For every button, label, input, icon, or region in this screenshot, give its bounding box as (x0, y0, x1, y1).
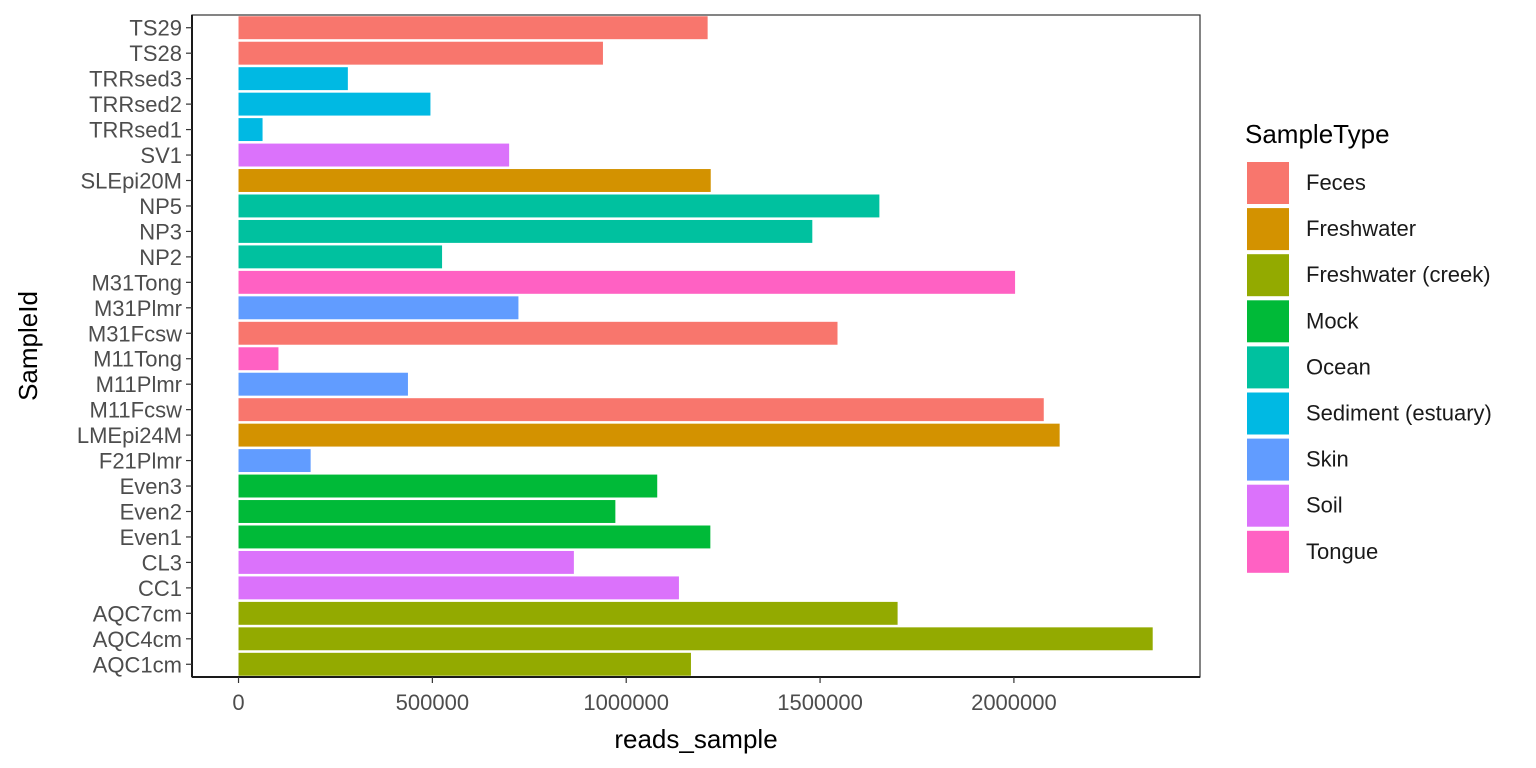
x-tick-label: 500000 (396, 690, 469, 715)
y-tick-label: M31Plmr (94, 296, 182, 321)
y-tick-label: NP5 (139, 194, 182, 219)
legend-label: Skin (1306, 447, 1349, 472)
legend-label: Sediment (estuary) (1306, 401, 1492, 426)
legend-key-soil (1247, 484, 1289, 527)
bar-M31Plmr (238, 296, 519, 320)
y-axis-title: SampleId (13, 291, 43, 401)
bar-M11Fcsw (238, 398, 1044, 422)
y-tick-label: TRRsed2 (89, 92, 182, 117)
y-tick-label: F21Plmr (99, 449, 182, 474)
legend: SampleType Feces Freshwater Freshwater (cr… (1245, 119, 1492, 573)
x-axis-title: reads_sample (614, 724, 777, 754)
bar-M11Tong (238, 347, 279, 371)
x-tick-label: 2000000 (971, 690, 1057, 715)
legend-label: Ocean (1306, 354, 1371, 379)
y-tick-label: M31Tong (91, 270, 182, 295)
bar-TS29 (238, 16, 708, 40)
x-tick-label: 0 (232, 690, 244, 715)
bar-CL3 (238, 550, 574, 574)
legend-key-freshwater-creek- (1247, 254, 1289, 297)
y-tick-label: M31Fcsw (88, 321, 182, 346)
bar-AQC1cm (238, 652, 691, 676)
y-tick-label: LMEpi24M (77, 423, 182, 448)
legend-label: Feces (1306, 170, 1366, 195)
bar-NP2 (238, 245, 443, 269)
y-tick-label: Even3 (120, 474, 182, 499)
y-tick-label: SLEpi20M (80, 169, 182, 194)
y-tick-label: NP3 (139, 219, 182, 244)
y-tick-label: M11Tong (93, 347, 182, 372)
bar-M31Tong (238, 270, 1016, 294)
bar-TRRsed2 (238, 92, 431, 116)
y-axis: TS29TS28TRRsed3TRRsed2TRRsed1SV1SLEpi20M… (77, 15, 193, 677)
legend-key-skin (1247, 438, 1289, 481)
y-tick-label: TS29 (129, 16, 182, 41)
y-tick-label: TRRsed1 (89, 118, 182, 143)
y-tick-label: M11Fcsw (90, 398, 183, 423)
y-tick-label: NP2 (139, 245, 182, 270)
bar-AQC4cm (238, 627, 1153, 651)
y-tick-label: AQC1cm (93, 652, 182, 677)
bar-TS28 (238, 41, 603, 65)
legend-key-freshwater (1247, 208, 1289, 251)
bar-NP3 (238, 219, 813, 243)
legend-key-ocean (1247, 346, 1289, 389)
bar-AQC7cm (238, 601, 898, 625)
x-tick-label: 1000000 (583, 690, 669, 715)
bar-Even2 (238, 500, 616, 523)
legend-label: Soil (1306, 493, 1343, 518)
bar-LMEpi24M (238, 423, 1060, 447)
bar-TRRsed3 (238, 67, 348, 91)
bars (238, 16, 1153, 676)
legend-key-mock (1247, 300, 1289, 343)
x-axis: 0 500000 1000000 1500000 2000000 (192, 676, 1200, 715)
bar-Even3 (238, 474, 658, 498)
legend-label: Freshwater (creek) (1306, 262, 1491, 287)
y-tick-label: AQC4cm (93, 627, 182, 652)
bar-CC1 (238, 576, 679, 600)
y-tick-label: Even1 (120, 525, 182, 550)
bar-TRRsed1 (238, 118, 263, 142)
y-tick-label: Even2 (120, 500, 182, 525)
bar-NP5 (238, 194, 880, 218)
y-tick-label: CL3 (142, 550, 182, 575)
bar-SV1 (238, 143, 510, 167)
bar-F21Plmr (238, 449, 311, 473)
bar-M31Fcsw (238, 321, 838, 345)
y-tick-label: SV1 (140, 143, 182, 168)
bar-M11Plmr (238, 372, 408, 396)
legend-label: Mock (1306, 308, 1360, 333)
legend-key-feces (1247, 162, 1289, 204)
y-tick-label: TRRsed3 (89, 67, 182, 92)
x-tick-label: 1500000 (777, 690, 863, 715)
legend-key-sediment-estuary- (1247, 392, 1289, 435)
bar-Even1 (238, 525, 711, 549)
y-tick-label: CC1 (138, 576, 182, 601)
y-tick-label: M11Plmr (96, 372, 182, 397)
legend-title: SampleType (1245, 119, 1390, 149)
legend-label: Tongue (1306, 539, 1378, 564)
legend-label: Freshwater (1306, 216, 1416, 241)
legend-key-tongue (1247, 530, 1289, 573)
bar-SLEpi20M (238, 169, 711, 192)
y-tick-label: TS28 (129, 41, 182, 66)
y-tick-label: AQC7cm (93, 601, 182, 626)
